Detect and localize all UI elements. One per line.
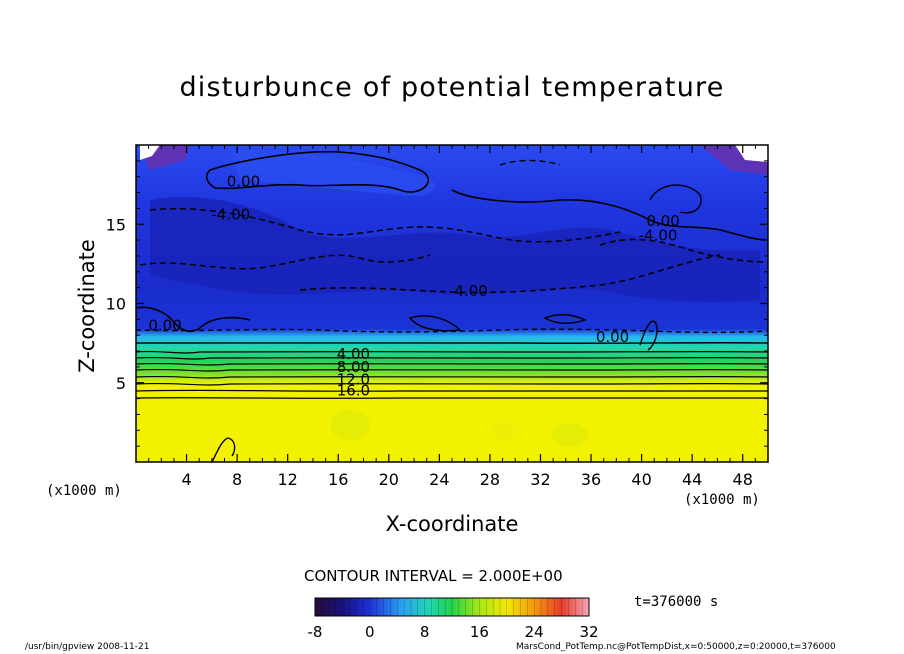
- colorbar-tick-label: 24: [525, 623, 544, 641]
- colorbar: [315, 598, 589, 616]
- time-label: t=376000 s: [634, 594, 719, 610]
- x-tick-label: 40: [631, 470, 651, 489]
- x-axis-label: X-coordinate: [385, 512, 519, 536]
- contour-labels: 0.00-4.00 0.00-4.00-4.000.000.004.008.001…: [148, 172, 679, 399]
- contour-label: 0.00: [646, 212, 679, 230]
- x-tick-label: 32: [530, 470, 550, 489]
- y-tick-label: 15: [106, 215, 126, 234]
- contour-label: -4.00: [211, 206, 250, 224]
- contour-label: 0.00: [148, 317, 181, 335]
- x-tick-label: 24: [429, 470, 449, 489]
- x-tick-label: 44: [682, 470, 702, 489]
- chart-title: disturbunce of potential temperature: [179, 72, 725, 103]
- x-tick-label: 36: [581, 470, 601, 489]
- footer-program-info: /usr/bin/gpview 2008-11-21: [25, 642, 150, 652]
- x-tick-label: 12: [278, 470, 298, 489]
- contour-label: 0.00: [596, 328, 629, 346]
- contour-label: -4.00: [449, 282, 488, 300]
- x-tick-label: 4: [181, 470, 191, 489]
- colorbar-tick-label: -8: [308, 623, 323, 641]
- contour-label: 12.0: [337, 371, 370, 389]
- x-tick-label: 16: [328, 470, 348, 489]
- heatmap-field: [136, 145, 768, 462]
- colorbar-tick-label: 32: [579, 623, 598, 641]
- x-tick-label: 28: [480, 470, 500, 489]
- x-tick-label: 8: [232, 470, 242, 489]
- footer-data-source: MarsCond_PotTemp.nc@PotTempDist,x=0:5000…: [516, 642, 836, 652]
- colorbar-tick-label: 0: [365, 623, 375, 641]
- y-tick-label: 5: [116, 374, 126, 393]
- contour-label: 16.0: [337, 382, 370, 400]
- colorbar-tick-label: 16: [470, 623, 489, 641]
- x-unit-label-right: (x1000 m): [684, 492, 760, 508]
- contour-label: 0.00: [227, 172, 260, 190]
- contour-label: 4.00: [337, 345, 370, 363]
- y-tick-label: 10: [106, 295, 126, 314]
- x-tick-label: 20: [379, 470, 399, 489]
- x-unit-label-left: (x1000 m): [46, 483, 122, 499]
- colorbar-frame: [314, 597, 590, 617]
- x-tick-label: 48: [733, 470, 753, 489]
- colorbar-labels: -8 0 8 16 24 32: [308, 623, 599, 641]
- contour-label: -4.00: [639, 226, 678, 244]
- colorbar-tick-label: 8: [420, 623, 430, 641]
- contour-interval-text: CONTOUR INTERVAL = 2.000E+00: [304, 567, 563, 585]
- contour-label: 8.00: [337, 358, 370, 376]
